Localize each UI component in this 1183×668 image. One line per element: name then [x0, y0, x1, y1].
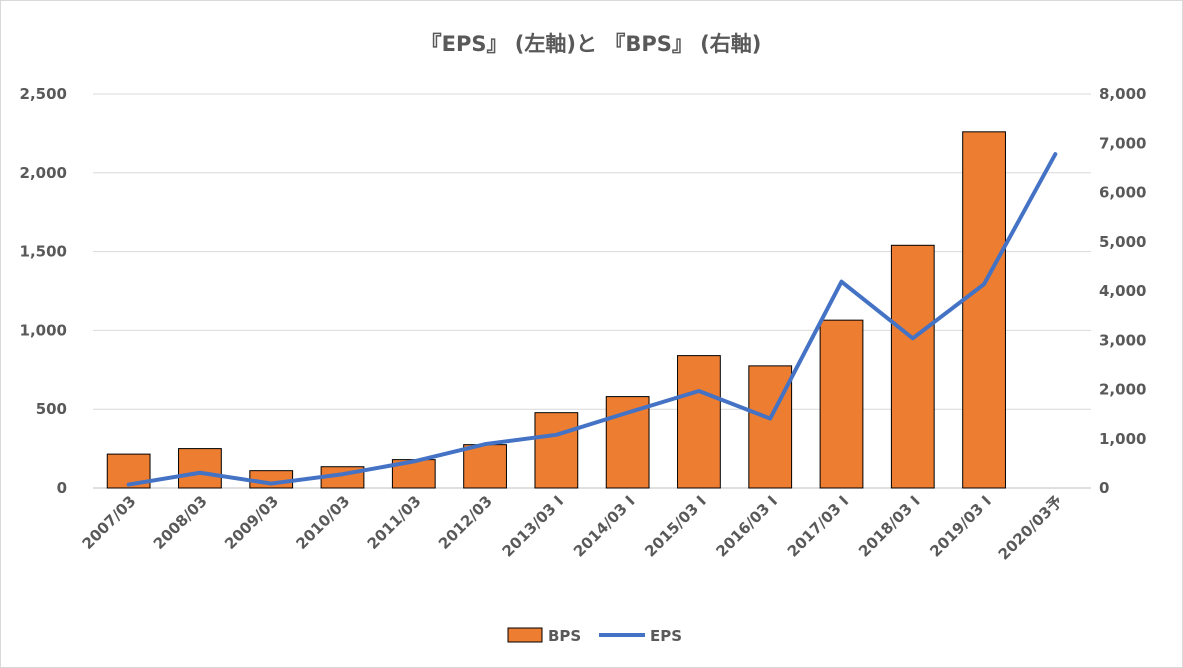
right-axis-tick-label: 6,000: [1099, 184, 1146, 202]
x-axis-ticks: 2007/03 2008/03 2009/03 2010/03 2011/03 2012/…: [79, 492, 1067, 563]
gridlines: [93, 93, 1091, 489]
x-axis-tick-label: 2013/03 I: [499, 492, 568, 561]
x-axis-tick-label: 2018/03 I: [855, 492, 924, 561]
left-axis-tick-label: 0: [57, 479, 67, 497]
bps-bar: [677, 355, 721, 489]
left-axis-tick-label: 1,500: [20, 243, 67, 261]
x-axis-tick-label: 2017/03 I: [784, 492, 853, 561]
x-axis-tick-label: 2020/03予: [995, 492, 1066, 563]
bps-bar: [819, 319, 864, 489]
x-axis-tick-label: 2015/03 I: [641, 492, 710, 561]
bps-bar: [178, 448, 222, 489]
left-axis-ticks: 0 500 1,000 1,500 2,000 2,500: [20, 85, 67, 497]
right-axis-tick-label: 7,000: [1099, 134, 1146, 152]
right-axis-tick-label: 5,000: [1099, 233, 1146, 251]
bps-bar: [463, 444, 507, 489]
bps-bar: [748, 365, 793, 489]
legend-bps-label: BPS: [548, 627, 581, 645]
right-axis-tick-label: 8,000: [1099, 85, 1146, 103]
bps-bar: [605, 396, 650, 489]
legend-eps-label: EPS: [650, 627, 682, 645]
left-axis-tick-label: 2,000: [20, 164, 67, 182]
legend-bps-swatch: [507, 627, 543, 643]
x-axis-tick-label: 2008/03: [150, 492, 211, 553]
x-axis-tick-label: 2009/03: [221, 492, 282, 553]
bps-bar: [534, 412, 579, 489]
left-axis-tick-label: 2,500: [20, 85, 67, 103]
bps-bar: [962, 131, 1006, 489]
x-axis-tick-label: 2007/03: [79, 492, 140, 553]
left-axis-tick-label: 1,000: [20, 321, 67, 339]
right-axis-ticks: 0 1,000 2,000 3,000 4,000 5,000 6,000 7,000 8,00…: [1099, 85, 1146, 497]
right-axis-tick-label: 2,000: [1099, 381, 1146, 399]
right-axis-tick-label: 0: [1099, 479, 1109, 497]
x-axis-tick-label: 2016/03 I: [713, 492, 782, 561]
x-axis-tick-label: 2010/03: [292, 492, 353, 553]
right-axis-tick-label: 4,000: [1099, 282, 1146, 300]
x-axis-tick-label: 2019/03 I: [926, 492, 995, 561]
right-axis-tick-label: 3,000: [1099, 331, 1146, 349]
legend: BPS EPS: [507, 627, 682, 645]
x-axis-tick-label: 2014/03 I: [570, 492, 639, 561]
left-axis-tick-label: 500: [36, 400, 67, 418]
bps-bar: [890, 244, 935, 489]
bps-bars: [106, 131, 1006, 489]
right-axis-tick-label: 1,000: [1099, 430, 1146, 448]
x-axis-tick-label: 2011/03: [364, 492, 425, 553]
chart-title: 『EPS』 (左軸)と 『BPS』 (右軸): [421, 32, 762, 56]
x-axis-tick-label: 2012/03: [435, 492, 496, 553]
eps-line: [126, 152, 1058, 487]
eps-series-line: [126, 152, 1058, 487]
